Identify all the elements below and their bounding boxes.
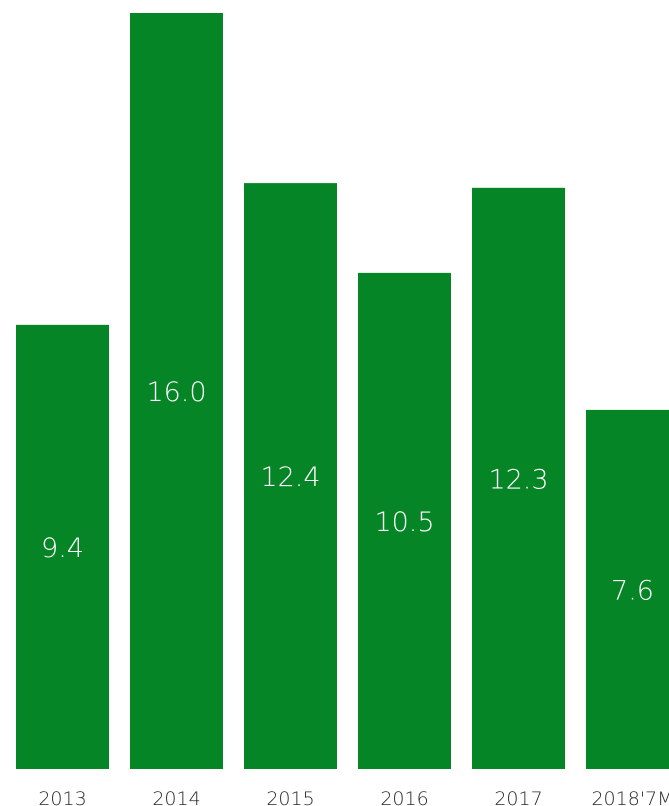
value-label: 16.0 [146,377,206,408]
value-label: 9.4 [41,533,84,564]
value-label: 7.6 [611,575,654,606]
category-label: 2013 [38,788,86,806]
bars-group [16,13,669,770]
bar-2017 [472,187,565,769]
bar-2018'7M [586,409,669,769]
category-labels-group: 2013 2014 2015 2016 2017 2018'7M [38,788,669,806]
value-label: 12.3 [488,464,548,495]
value-labels-group: 9.4 16.0 12.4 10.5 12.3 7.6 [41,377,654,606]
bar-2015 [244,183,337,770]
bar-2014 [130,13,223,769]
value-label: 12.4 [260,462,320,493]
category-label: 2014 [152,788,200,806]
category-label: 2018'7M [591,788,669,806]
value-label: 10.5 [374,507,434,538]
bar-2016 [358,272,451,769]
bar-2013 [16,324,109,769]
category-label: 2017 [494,788,542,806]
category-label: 2015 [266,788,314,806]
category-label: 2016 [380,788,428,806]
